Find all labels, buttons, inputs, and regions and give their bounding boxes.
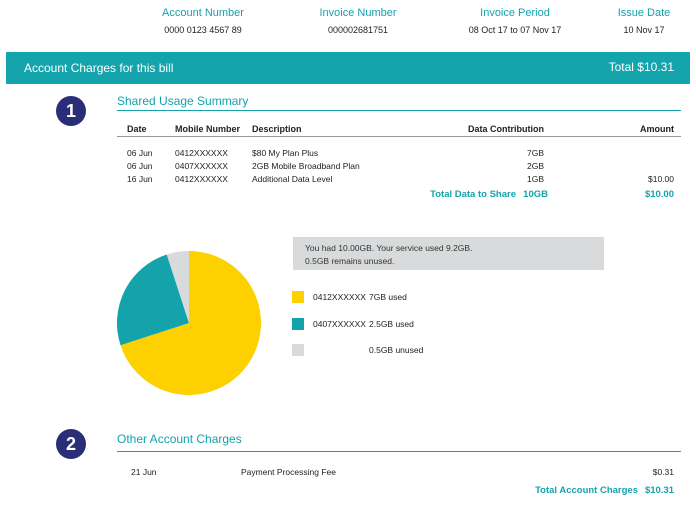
pie-slice-grey xyxy=(166,251,189,323)
row-data: 1GB xyxy=(526,174,544,184)
usage-info-line2: 0.5GB remains unused. xyxy=(305,256,395,266)
issue-date: 10 Nov 17 xyxy=(623,25,665,35)
row-description: Additional Data Level xyxy=(252,174,333,184)
row-mobile: 0412XXXXXX xyxy=(175,174,228,184)
row-date: 21 Jun xyxy=(131,467,157,477)
account-charges-bar: Account Charges for this bill Total $10.… xyxy=(6,52,690,84)
row-date: 06 Jun xyxy=(127,161,153,171)
table-header-divider xyxy=(117,136,681,137)
pie-slice-teal xyxy=(116,254,189,346)
usage-info-line1: You had 10.00GB. Your service used 9.2GB… xyxy=(305,243,473,253)
invoice-number: 000002681751 xyxy=(327,25,389,35)
col-header-date: Date xyxy=(127,124,147,134)
account-charges-total: Total $10.31 xyxy=(608,60,674,74)
legend-swatch-teal xyxy=(292,318,304,330)
invoice-number-label: Invoice Number xyxy=(319,7,397,19)
col-header-description: Description xyxy=(252,124,302,134)
account-charges-title: Account Charges for this bill xyxy=(24,61,174,75)
shared-usage-title: Shared Usage Summary xyxy=(117,94,249,108)
total-account-charges-label: Total Account Charges xyxy=(535,485,638,496)
legend-text: 7GB used xyxy=(369,292,407,302)
legend-number: 0412XXXXXX xyxy=(313,292,366,302)
account-number-label: Account Number xyxy=(162,7,244,19)
row-amount: $0.31 xyxy=(652,467,674,477)
legend-number: 0407XXXXXX xyxy=(313,319,366,329)
row-data: 2GB xyxy=(526,161,544,171)
pie-slice-yellow xyxy=(120,251,261,395)
issue-date-label: Issue Date xyxy=(617,7,671,19)
col-header-amount: Amount xyxy=(640,124,674,134)
row-amount: $10.00 xyxy=(648,174,674,184)
total-data-label: Total Data to Share xyxy=(430,189,516,200)
other-charges-title: Other Account Charges xyxy=(117,432,242,446)
total-data-amount: $10.00 xyxy=(644,189,674,200)
invoice-period-label: Invoice Period xyxy=(480,7,550,19)
row-mobile: 0407XXXXXX xyxy=(175,161,228,171)
legend-swatch-grey xyxy=(292,344,304,356)
col-header-data: Data Contribution xyxy=(468,124,544,134)
total-data-value: 10GB xyxy=(523,189,548,200)
row-mobile: 0412XXXXXX xyxy=(175,148,228,158)
legend-text: 2.5GB used xyxy=(369,319,414,329)
usage-pie-chart xyxy=(116,251,261,395)
legend-text: 0.5GB unused xyxy=(369,345,424,355)
usage-info-box: You had 10.00GB. Your service used 9.2GB… xyxy=(293,237,604,270)
row-date: 06 Jun xyxy=(127,148,153,158)
section-divider xyxy=(117,110,681,111)
row-date: 16 Jun xyxy=(127,174,153,184)
section-number-badge: 2 xyxy=(56,429,86,459)
row-description: 2GB Mobile Broadband Plan xyxy=(252,161,360,171)
account-number: 0000 0123 4567 89 xyxy=(164,25,242,35)
row-description: $80 My Plan Plus xyxy=(252,148,319,158)
total-account-charges-amount: $10.31 xyxy=(644,485,674,496)
legend-swatch-yellow xyxy=(292,291,304,303)
row-description: Payment Processing Fee xyxy=(241,467,336,477)
invoice-period: 08 Oct 17 to 07 Nov 17 xyxy=(468,25,562,35)
row-data: 7GB xyxy=(526,148,544,158)
section-number-badge: 1 xyxy=(56,96,86,126)
col-header-mobile: Mobile Number xyxy=(175,124,241,134)
section-divider xyxy=(117,451,681,452)
